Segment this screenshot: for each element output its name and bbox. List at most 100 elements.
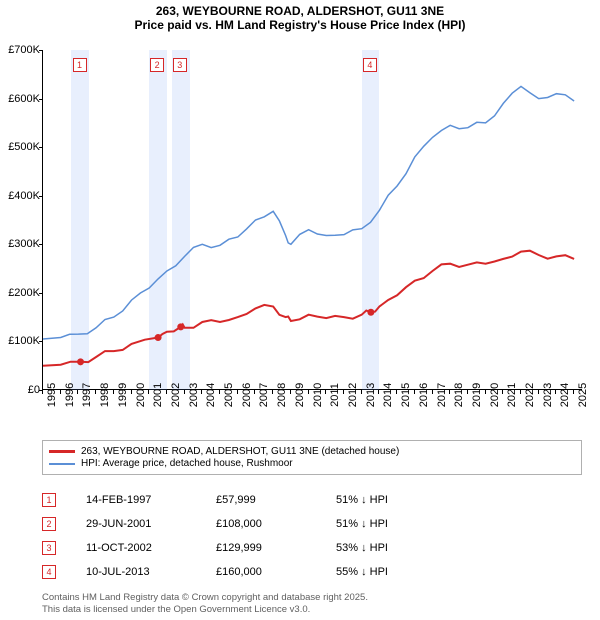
footer-line-2: This data is licensed under the Open Gov… (42, 604, 368, 616)
x-axis-tick-label: 2011 (329, 383, 341, 407)
sale-hpi-delta: 51% ↓ HPI (336, 494, 456, 506)
sales-data-table: 114-FEB-1997£57,99951% ↓ HPI229-JUN-2001… (42, 488, 456, 584)
x-axis-tick (272, 390, 273, 394)
y-axis-tick-label: £700K (8, 44, 40, 56)
x-axis-tick (432, 390, 433, 394)
y-axis-tick-label: £300K (8, 238, 40, 250)
sale-marker-label: 3 (173, 58, 187, 72)
chart-title-block: 263, WEYBOURNE ROAD, ALDERSHOT, GU11 3NE… (0, 0, 600, 34)
chart-legend: 263, WEYBOURNE ROAD, ALDERSHOT, GU11 3NE… (42, 440, 582, 475)
x-axis-tick-label: 2007 (258, 383, 270, 407)
y-axis-tick-label: £100K (8, 335, 40, 347)
sale-marker-dot (367, 309, 374, 316)
x-axis-tick-label: 2008 (276, 383, 288, 407)
title-line-1: 263, WEYBOURNE ROAD, ALDERSHOT, GU11 3NE (0, 4, 600, 18)
x-axis-tick-label: 1995 (46, 383, 58, 407)
x-axis-tick-label: 2009 (294, 383, 306, 407)
legend-label: 263, WEYBOURNE ROAD, ALDERSHOT, GU11 3NE… (81, 446, 399, 457)
x-axis-tick-label: 2023 (542, 383, 554, 407)
sale-date: 11-OCT-2002 (86, 542, 216, 554)
x-axis-tick-label: 1998 (99, 383, 111, 407)
x-axis-tick (166, 390, 167, 394)
x-axis-tick-label: 2013 (365, 383, 377, 407)
y-axis-tick-label: £200K (8, 287, 40, 299)
footer-attribution: Contains HM Land Registry data © Crown c… (42, 592, 368, 616)
x-axis-tick (308, 390, 309, 394)
legend-label: HPI: Average price, detached house, Rush… (81, 458, 293, 469)
sale-price: £160,000 (216, 566, 336, 578)
x-axis-tick-label: 2018 (453, 383, 465, 407)
sale-marker-label: 3 (42, 541, 56, 555)
x-axis-tick-label: 2016 (418, 383, 430, 407)
x-axis-tick (414, 390, 415, 394)
legend-item: 263, WEYBOURNE ROAD, ALDERSHOT, GU11 3NE… (49, 446, 575, 457)
x-axis-tick (254, 390, 255, 394)
y-axis-tick-label: £600K (8, 93, 40, 105)
x-axis-tick (219, 390, 220, 394)
legend-swatch (49, 463, 75, 465)
title-line-2: Price paid vs. HM Land Registry's House … (0, 18, 600, 32)
x-axis-tick-label: 2014 (382, 383, 394, 407)
x-axis-tick (361, 390, 362, 394)
x-axis-tick-label: 1997 (81, 383, 93, 407)
x-axis-tick-label: 2015 (400, 383, 412, 407)
x-axis-tick-label: 2021 (506, 383, 518, 407)
x-axis-tick (60, 390, 61, 394)
table-row: 4 10-JUL-2013£160,00055% ↓ HPI (42, 560, 456, 584)
x-axis-tick-label: 2006 (241, 383, 253, 407)
x-axis-tick-label: 2017 (436, 383, 448, 407)
x-axis-tick (573, 390, 574, 394)
x-axis-tick (148, 390, 149, 394)
x-axis-tick-label: 2012 (347, 383, 359, 407)
x-axis-tick-label: 2002 (170, 383, 182, 407)
sale-date: 14-FEB-1997 (86, 494, 216, 506)
footer-line-1: Contains HM Land Registry data © Crown c… (42, 592, 368, 604)
x-axis-tick-label: 2005 (223, 383, 235, 407)
y-axis-tick-label: £0 (28, 384, 40, 396)
chart-line (43, 251, 574, 366)
sale-date: 10-JUL-2013 (86, 566, 216, 578)
x-axis-tick (555, 390, 556, 394)
x-axis-tick-label: 2019 (471, 383, 483, 407)
x-axis-tick (77, 390, 78, 394)
sale-hpi-delta: 51% ↓ HPI (336, 518, 456, 530)
x-axis-tick (396, 390, 397, 394)
chart-plot-area (42, 50, 582, 390)
x-axis-tick (290, 390, 291, 394)
x-axis-tick (502, 390, 503, 394)
chart-line (43, 86, 574, 339)
sale-hpi-delta: 53% ↓ HPI (336, 542, 456, 554)
table-row: 311-OCT-2002£129,99953% ↓ HPI (42, 536, 456, 560)
x-axis-tick-label: 2010 (312, 383, 324, 407)
x-axis-tick (201, 390, 202, 394)
sale-marker-label: 2 (42, 517, 56, 531)
x-axis-tick (237, 390, 238, 394)
sale-marker-label: 2 (150, 58, 164, 72)
sale-hpi-delta: 55% ↓ HPI (336, 566, 456, 578)
x-axis-tick-label: 2000 (135, 383, 147, 407)
x-axis-tick-label: 2003 (188, 383, 200, 407)
x-axis-tick (42, 390, 43, 394)
sale-marker-dot (155, 334, 162, 341)
x-axis-tick-label: 2025 (577, 383, 589, 407)
x-axis-tick (113, 390, 114, 394)
x-axis-tick-label: 2004 (205, 383, 217, 407)
sale-price: £108,000 (216, 518, 336, 530)
x-axis-tick (131, 390, 132, 394)
legend-item: HPI: Average price, detached house, Rush… (49, 458, 575, 469)
x-axis-tick (467, 390, 468, 394)
chart-svg (43, 50, 583, 390)
x-axis-tick (95, 390, 96, 394)
legend-swatch (49, 450, 75, 453)
x-axis-tick (449, 390, 450, 394)
x-axis-tick-label: 1996 (64, 383, 76, 407)
x-axis-tick (485, 390, 486, 394)
sale-marker-label: 4 (363, 58, 377, 72)
x-axis-tick (538, 390, 539, 394)
x-axis-tick (325, 390, 326, 394)
x-axis-tick (520, 390, 521, 394)
sale-price: £57,999 (216, 494, 336, 506)
y-axis-tick-label: £400K (8, 190, 40, 202)
table-row: 114-FEB-1997£57,99951% ↓ HPI (42, 488, 456, 512)
sale-marker-label: 4 (42, 565, 56, 579)
